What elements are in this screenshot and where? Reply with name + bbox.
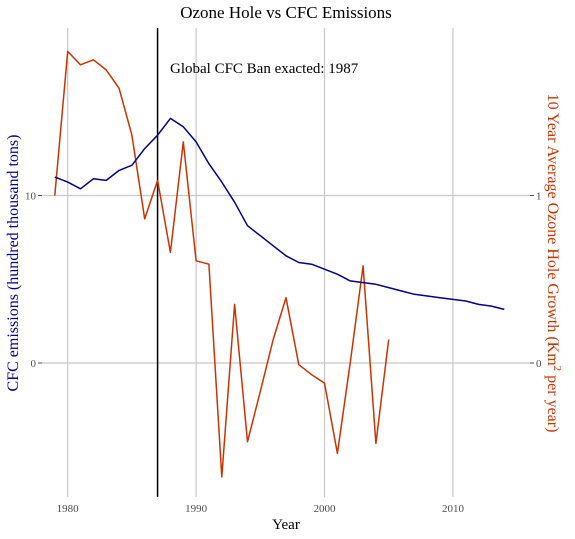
cfc-emissions-line <box>54 117 505 311</box>
x-tick-label: 2010 <box>442 503 465 515</box>
y-axis-label-right-main: 10 Year Average Ozone Hole Growth (Km <box>544 94 561 367</box>
axes: 1980 1990 2000 2010 0 10 0 1 <box>25 191 542 516</box>
y-left-tick-label: 0 <box>31 358 37 370</box>
x-tick-label: 2000 <box>314 503 337 515</box>
y-axis-label-right-sup: 2 <box>551 366 563 372</box>
y-axis-label-right-tail: per year) <box>544 371 561 432</box>
gridlines <box>42 28 530 497</box>
y-right-tick-label: 0 <box>536 358 542 370</box>
y-left-tick-label: 10 <box>25 191 37 203</box>
y-right-tick-label: 1 <box>536 191 542 203</box>
ban-annotation: Global CFC Ban exacted: 1987 <box>170 61 359 77</box>
x-tick-label: 1980 <box>57 503 80 515</box>
ozone-growth-line <box>54 50 390 478</box>
x-tick-label: 1990 <box>185 503 208 515</box>
y-axis-label-left: CFC emissions (hundred thousand tons) <box>5 135 22 392</box>
series-lines <box>54 50 505 478</box>
x-axis-label: Year <box>272 517 300 533</box>
y-axis-label-right: 10 Year Average Ozone Hole Growth (Km2 p… <box>544 94 563 433</box>
chart-title: Ozone Hole vs CFC Emissions <box>180 3 392 22</box>
